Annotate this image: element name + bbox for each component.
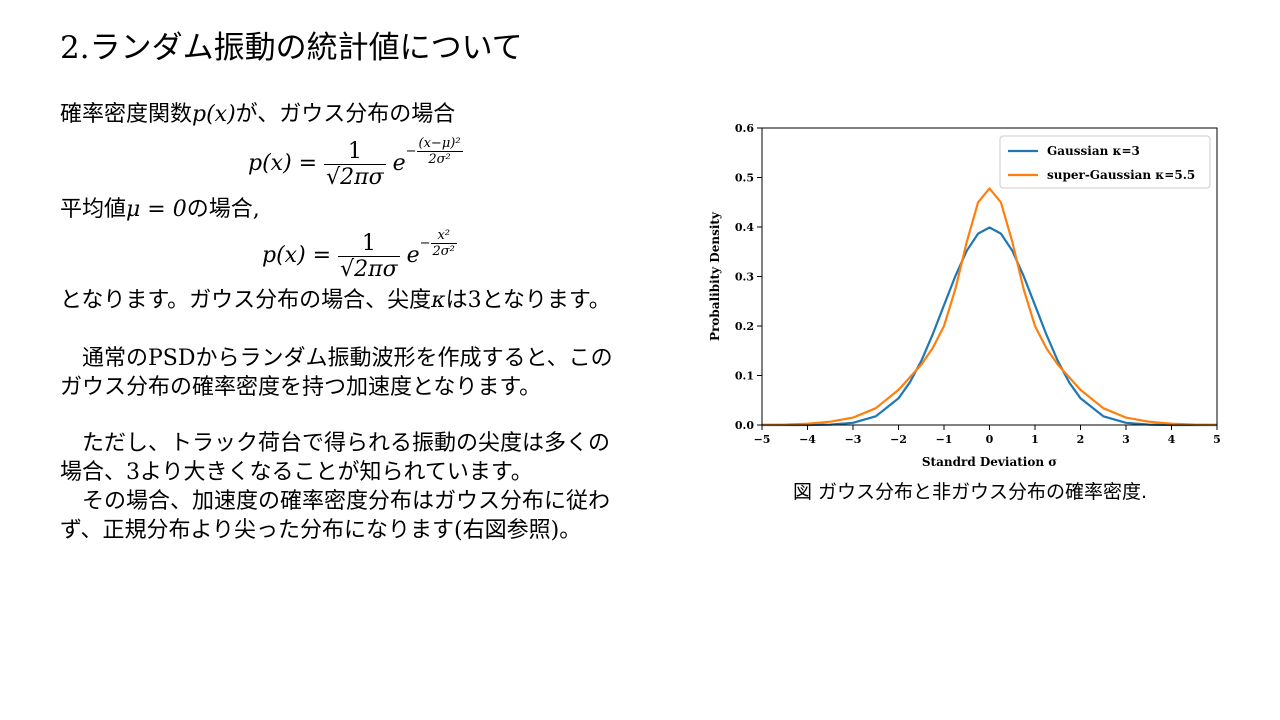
figure-caption: 図 ガウス分布と非ガウス分布の確率密度.: [793, 481, 1148, 503]
formula2-fraction: 1 √2πσ: [338, 231, 400, 282]
formula2-exp-sign: −: [419, 236, 431, 251]
x-tick-label: 5: [1213, 433, 1221, 446]
x-axis-label: Standrd Deviation σ: [922, 455, 1057, 469]
formula1-fraction: 1 √2πσ: [324, 139, 386, 190]
mean-math: μ = 0: [126, 197, 187, 222]
x-tick-label: 1: [1031, 433, 1039, 446]
y-tick-label: 0.0: [735, 419, 754, 432]
formula1-exp-sign: −: [405, 144, 417, 159]
truck-paragraph-line4: ず、正規分布より尖った分布になります(右図参照)。: [60, 518, 582, 543]
mean-zero-line: 平均値μ = 0の場合,: [60, 195, 260, 225]
kurtosis-suffix: は3となります。: [445, 288, 611, 313]
formula1-exponent: − (x−μ)² 2σ²: [405, 136, 463, 167]
mean-suffix: の場合,: [186, 197, 260, 222]
formula2-base: e: [406, 243, 420, 268]
formula2-denominator: √2πσ: [338, 255, 400, 282]
series-line-1: [762, 226, 1217, 427]
truck-paragraph-line2: 場合、3より大きくなることが知られています。: [60, 460, 533, 485]
x-tick-label: −3: [845, 433, 862, 446]
probability-density-chart: −5 −4 −3 −2 −1 0 1 2 3 4 5 0.0 0.1 0.2 0.3 0.4 0.5 0.6 Sta…: [700, 116, 1230, 476]
y-tick-label: 0.2: [735, 320, 754, 333]
kurtosis-prefix: となります。ガウス分布の場合、尖度: [60, 288, 432, 313]
formula1-exp-numerator: (x−μ)²: [418, 136, 461, 151]
zero-mean-formula: p(x) = 1 √2πσ e− x² 2σ²: [262, 228, 457, 282]
formula2-numerator: 1: [361, 230, 376, 256]
x-tick-label: −1: [936, 433, 953, 446]
y-tick-label: 0.3: [735, 271, 754, 284]
intro-math: p(x): [192, 102, 236, 127]
formula1-denominator: √2πσ: [324, 163, 386, 190]
intro-suffix: が、ガウス分布の場合: [235, 102, 456, 127]
truck-paragraph-line1: ただし、トラック荷台で得られる振動の尖度は多くの: [60, 431, 611, 456]
formula1-numerator: 1: [347, 138, 362, 164]
formula1-exp-denominator: 2σ²: [416, 151, 463, 167]
x-tick-label: −2: [890, 433, 907, 446]
formula1-base: e: [392, 151, 406, 176]
slide-title: 2.ランダム振動の統計値について: [60, 30, 523, 66]
kurtosis-line: となります。ガウス分布の場合、尖度κは3となります。: [60, 286, 611, 316]
x-tick-label: 0: [986, 433, 994, 446]
x-tick-label: −4: [799, 433, 816, 446]
intro-line: 確率密度関数p(x)が、ガウス分布の場合: [60, 100, 455, 130]
formula1-lhs: p(x) =: [248, 151, 318, 176]
intro-prefix: 確率密度関数: [60, 102, 193, 127]
psd-paragraph-line1: 通常のPSDからランダム振動波形を作成すると、この: [60, 346, 613, 371]
formula2-lhs: p(x) =: [262, 243, 332, 268]
y-tick-label: 0.6: [735, 122, 754, 135]
y-axis-label: Probalibity Density: [708, 211, 722, 341]
y-tick-label: 0.4: [735, 221, 754, 234]
mean-prefix: 平均値: [60, 197, 127, 222]
truck-paragraph-line3: その場合、加速度の確率密度分布はガウス分布に従わ: [60, 489, 611, 514]
kurtosis-math: κ: [431, 288, 446, 313]
x-tick-label: 4: [1168, 433, 1176, 446]
gaussian-formula: p(x) = 1 √2πσ e− (x−μ)² 2σ²: [248, 136, 463, 190]
y-tick-label: 0.5: [735, 172, 754, 185]
y-tick-label: 0.1: [735, 370, 754, 383]
series-line-2: [761, 187, 1218, 426]
formula2-exp-numerator: x²: [437, 228, 450, 243]
legend-label-2: super-Gaussian κ=5.5: [1047, 168, 1195, 182]
x-tick-label: −5: [754, 433, 771, 446]
formula2-exponent: − x² 2σ²: [419, 228, 457, 259]
psd-paragraph-line2: ガウス分布の確率密度を持つ加速度となります。: [60, 375, 542, 400]
chart-svg: −5 −4 −3 −2 −1 0 1 2 3 4 5 0.0 0.1 0.2 0.3 0.4 0.5 0.6 Sta…: [708, 122, 1221, 469]
x-tick-label: 3: [1122, 433, 1130, 446]
formula2-exp-denominator: 2σ²: [430, 243, 457, 259]
legend-label-1: Gaussian κ=3: [1047, 144, 1140, 158]
legend-box: [999, 135, 1211, 189]
x-tick-label: 2: [1077, 433, 1085, 446]
